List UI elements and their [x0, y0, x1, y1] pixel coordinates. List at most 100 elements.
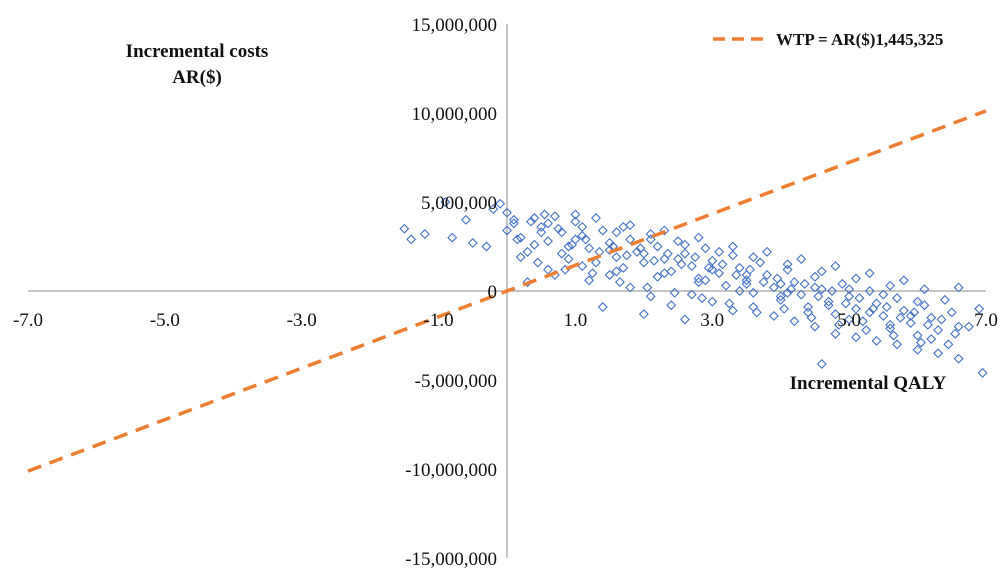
- data-point: [885, 280, 896, 291]
- data-point: [782, 287, 793, 298]
- data-point: [885, 319, 896, 330]
- data-point: [659, 253, 670, 264]
- data-point: [840, 298, 851, 309]
- data-point: [919, 284, 930, 295]
- data-point: [686, 261, 697, 272]
- data-point: [953, 321, 964, 332]
- data-point: [868, 303, 879, 314]
- data-point: [495, 198, 506, 209]
- data-point: [816, 359, 827, 369]
- data-point: [912, 330, 923, 341]
- data-point: [703, 262, 714, 273]
- data-point: [727, 305, 738, 316]
- data-point: [741, 278, 752, 289]
- data-point: [543, 236, 554, 247]
- data-point: [693, 232, 704, 243]
- y-axis-title-line-1: Incremental costs: [126, 41, 269, 62]
- data-point: [898, 305, 909, 316]
- data-point: [638, 309, 649, 320]
- y-tick-label: 15,000,000: [412, 15, 498, 36]
- data-point: [926, 334, 937, 345]
- data-point: [549, 211, 560, 222]
- data-point: [447, 232, 458, 243]
- data-point: [779, 303, 790, 314]
- data-point: [772, 273, 783, 284]
- data-point: [844, 291, 855, 302]
- data-point: [635, 243, 646, 254]
- data-point: [827, 286, 838, 296]
- data-point: [809, 321, 820, 332]
- data-point: [851, 332, 861, 343]
- data-point: [744, 264, 755, 275]
- y-tick-label: -15,000,000: [405, 549, 497, 570]
- data-point: [563, 253, 574, 264]
- data-point: [741, 270, 752, 280]
- data-point: [936, 314, 947, 325]
- data-point: [943, 339, 954, 350]
- data-point: [809, 271, 820, 282]
- data-point: [762, 270, 773, 280]
- data-point: [748, 302, 759, 312]
- data-point: [700, 243, 711, 254]
- y-axis-title-line-2: AR($): [172, 67, 222, 88]
- data-point: [833, 319, 844, 330]
- data-point: [693, 273, 704, 284]
- data-point: [823, 296, 834, 307]
- data-point: [717, 259, 728, 270]
- legend-label: WTP = AR($)1,445,325: [776, 30, 943, 49]
- data-point: [604, 245, 615, 256]
- data-point: [611, 266, 622, 277]
- data-point: [611, 252, 622, 263]
- data-point: [440, 197, 451, 207]
- data-point: [864, 268, 875, 279]
- data-point: [789, 277, 800, 288]
- data-point: [796, 289, 807, 300]
- data-point: [481, 241, 492, 252]
- data-point: [844, 284, 855, 295]
- data-point: [864, 307, 875, 318]
- data-point: [762, 246, 773, 257]
- data-point: [844, 314, 855, 325]
- data-point: [851, 303, 861, 314]
- data-point: [905, 310, 916, 321]
- data-point: [922, 319, 933, 330]
- data-point: [512, 234, 523, 245]
- data-point: [536, 227, 547, 238]
- data-point: [590, 257, 601, 268]
- data-point: [584, 275, 595, 286]
- x-tick-label: 7.0: [974, 310, 998, 331]
- data-point: [669, 287, 680, 298]
- data-point: [714, 246, 725, 257]
- data-point: [912, 344, 923, 355]
- data-point: [618, 221, 629, 232]
- data-point: [888, 330, 899, 341]
- data-point: [570, 216, 581, 227]
- x-tick-label: -1.0: [424, 310, 454, 331]
- x-tick-label: 3.0: [700, 310, 724, 331]
- data-point: [977, 367, 988, 378]
- data-point: [597, 225, 608, 236]
- data-point: [587, 268, 598, 279]
- data-point: [522, 246, 533, 257]
- data-point: [525, 216, 536, 227]
- data-point: [543, 218, 554, 229]
- data-point: [406, 234, 417, 245]
- data-point: [543, 264, 554, 275]
- data-point: [720, 280, 731, 291]
- data-point: [556, 227, 567, 238]
- data-point: [782, 264, 793, 275]
- data-point: [768, 310, 779, 321]
- y-tick-label: 10,000,000: [412, 104, 498, 125]
- data-point: [786, 284, 796, 295]
- data-point: [659, 268, 670, 279]
- data-point: [625, 234, 636, 245]
- data-point: [751, 307, 762, 318]
- data-point: [707, 296, 718, 307]
- x-axis-title: Incremental QALY: [790, 373, 947, 394]
- data-point: [878, 289, 889, 300]
- data-point: [861, 325, 872, 336]
- data-point: [727, 241, 738, 252]
- data-point: [830, 261, 841, 272]
- data-point: [768, 282, 779, 293]
- y-tick-label: -10,000,000: [405, 460, 497, 481]
